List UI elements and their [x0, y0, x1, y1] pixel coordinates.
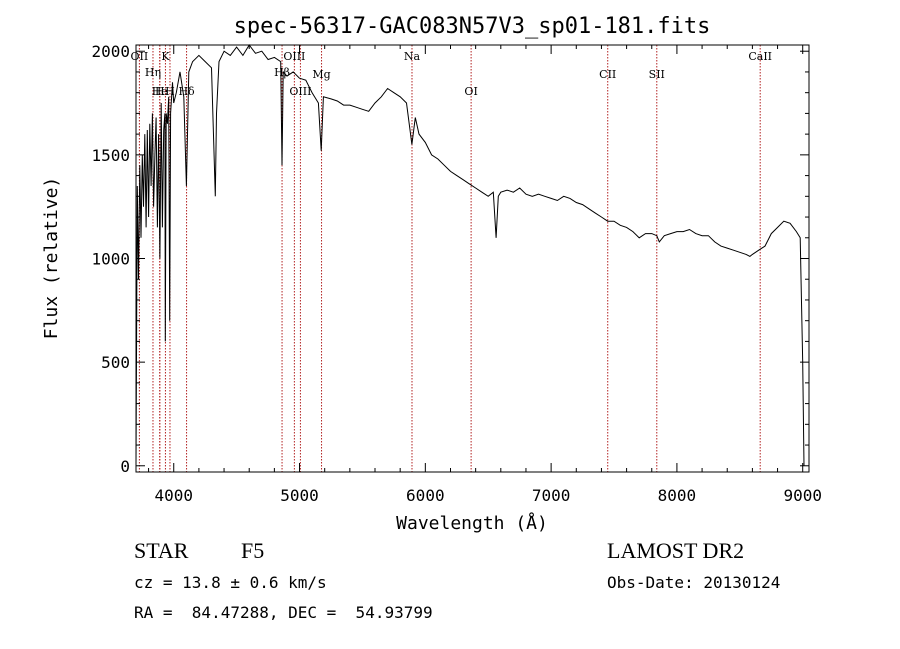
- object-subclass: F5: [241, 538, 265, 563]
- marker-label-3: K: [161, 50, 170, 63]
- marker-label-12: OI: [464, 85, 477, 98]
- y-tick-label: 1500: [91, 146, 130, 165]
- y-tick-label: 500: [101, 353, 130, 372]
- marker-label-13: CII: [599, 68, 616, 81]
- marker-label-6: Hδ: [178, 85, 195, 98]
- x-axis-ticks: 4000 5000 6000 7000 8000 9000: [148, 45, 822, 505]
- marker-label-14: SII: [649, 68, 665, 81]
- x-axis-label: Wavelength (Å): [396, 512, 548, 534]
- x-tick-label: 9000: [783, 486, 822, 505]
- marker-label-9: OIII: [289, 85, 311, 98]
- marker-label-15: CaII: [748, 50, 772, 63]
- plot-frame: [135, 44, 810, 473]
- marker-label-10: Mg: [312, 68, 330, 81]
- marker-label-0: OII: [131, 50, 149, 63]
- marker-label-1: Hη: [145, 66, 161, 79]
- marker-label-8: OIII: [283, 50, 305, 63]
- marker-label-5: H: [165, 85, 175, 98]
- y-tick-label: 0: [120, 457, 130, 476]
- survey-label: LAMOST DR2: [607, 538, 745, 563]
- spectral-line-markers: [138, 45, 761, 472]
- marker-label-7: Hβ: [274, 66, 290, 79]
- marker-label-2: H: [155, 85, 165, 98]
- object-class: STAR: [134, 538, 189, 563]
- x-tick-label: 7000: [532, 486, 571, 505]
- chart-title: spec-56317-GAC083N57V3_sp01-181.fits: [234, 14, 711, 39]
- cz-readout: cz = 13.8 ± 0.6 km/s: [134, 573, 327, 592]
- x-tick-label: 5000: [280, 486, 319, 505]
- x-tick-label: 4000: [154, 486, 193, 505]
- y-axis-ticks: 0 500 1000 1500 2000: [91, 42, 809, 476]
- y-tick-label: 1000: [91, 250, 130, 269]
- y-axis-label: Flux (relative): [41, 177, 62, 340]
- x-tick-label: 8000: [658, 486, 697, 505]
- obs-date: Obs-Date: 20130124: [607, 573, 781, 592]
- ra-dec-readout: RA = 84.47288, DEC = 54.93799: [134, 603, 433, 622]
- marker-label-11: Na: [404, 50, 421, 63]
- spectrum-line: [135, 44, 805, 466]
- marker-label-4: He: [152, 85, 168, 98]
- y-tick-label: 2000: [91, 42, 130, 61]
- x-tick-label: 6000: [406, 486, 445, 505]
